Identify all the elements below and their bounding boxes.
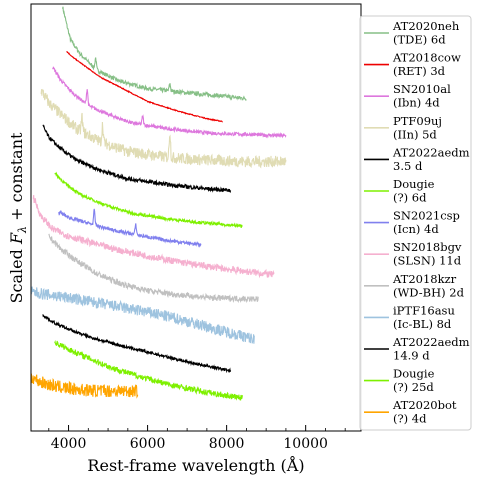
x-axis: 4000 6000 8000 10000 [48,425,346,452]
x-tick-label: 6000 [130,436,166,452]
legend-label: (WD-BH) 2d [393,285,465,299]
y-axis-label-suffix: + constant [7,132,26,226]
spectrum-line [30,373,139,399]
legend-label: SN2018bgv [393,240,462,254]
spectrum-line [48,233,259,304]
legend-entries: AT2020neh(TDE) 6d AT2018cow(RET) 3d SN2010… [364,19,470,426]
spectrum-line [40,88,287,169]
legend-label: (Ic-BL) 8d [393,317,452,331]
legend-label: (TDE) 6d [393,33,446,47]
legend-label: (IIn) 5d [393,127,437,141]
spectrum-line [58,208,202,248]
legend-label: AT2020neh [392,19,460,33]
spectrum-line [30,286,255,344]
spectrum-line [54,339,243,401]
legend-label: Dougie [393,177,435,191]
legend-label: PTF09uj [393,114,442,128]
legend-label: (Ibn) 4d [393,96,440,110]
legend-label: AT2022aedm [392,145,470,159]
legend-label: Dougie [393,367,435,381]
legend: AT2020neh(TDE) 6d AT2018cow(RET) 3d SN2010… [359,15,472,431]
y-axis-label-prefix: Scaled [7,244,26,303]
legend-box [359,15,472,431]
legend-label: (SLSN) 11d [393,254,462,268]
legend-label: (?) 6d [393,191,427,205]
x-tick-label: 4000 [51,436,87,452]
spectrum-line [52,66,287,139]
legend-label: iPTF16asu [393,303,455,317]
x-axis-label: Rest-frame wavelength (Å) [87,455,304,475]
plot-frame [30,3,362,432]
spectrum-line [62,6,247,101]
legend-label: (RET) 3d [393,64,446,78]
legend-label: AT2020bot [392,398,457,412]
legend-label: (?) 4d [393,412,427,426]
y-axis-label: Scaled Fλ + constant [7,132,29,303]
x-tick-label: 10000 [283,436,328,452]
spectrum-line [32,194,275,279]
legend-label: AT2022aedm [392,335,470,349]
legend-label: SN2010al [393,82,451,96]
x-tick-label: 8000 [209,436,245,452]
legend-label: AT2018kzr [392,272,457,286]
legend-label: 14.9 d [393,349,430,363]
legend-label: SN2021csp [393,209,460,223]
spectrum-line [42,124,232,193]
legend-label: 3.5 d [393,159,423,173]
legend-label: (?) 25d [393,380,434,394]
spectrum-line [66,50,223,123]
spectrum-line [42,314,232,374]
series-layer [30,6,287,401]
y-axis-label-symbol: F [7,232,26,245]
legend-label: AT2018cow [392,51,461,65]
legend-label: (Icn) 4d [393,222,439,236]
y-axis-label-subscript: λ [16,226,29,234]
spectrum-line [54,171,243,229]
